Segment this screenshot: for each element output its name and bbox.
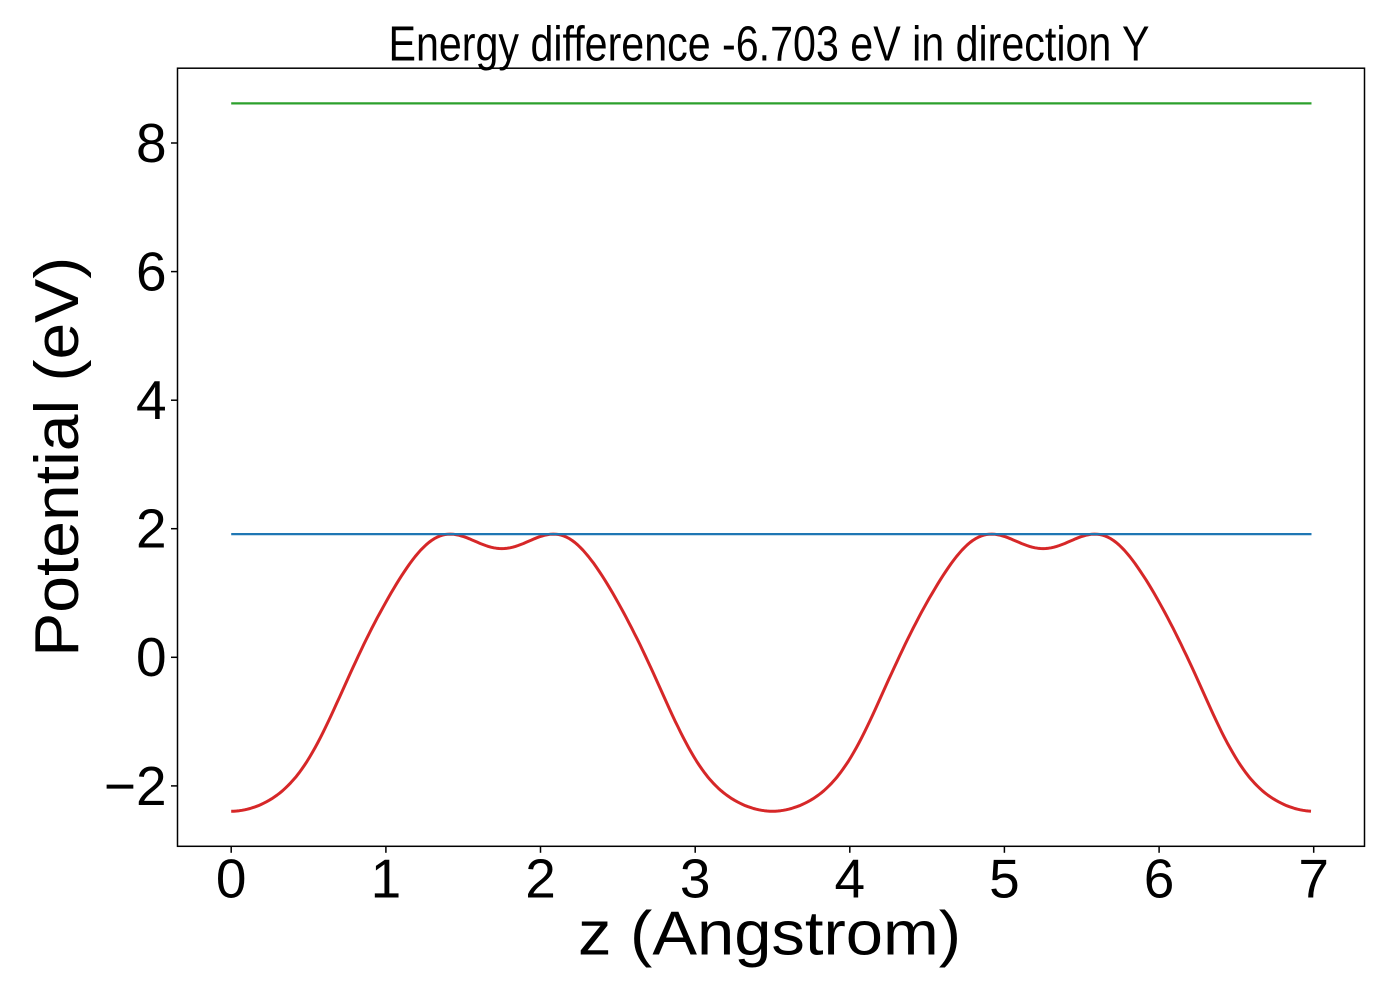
svg-text:2: 2: [525, 848, 556, 910]
svg-text:0: 0: [136, 626, 167, 688]
svg-text:4: 4: [136, 369, 167, 431]
svg-text:2: 2: [136, 498, 167, 560]
svg-text:5: 5: [989, 848, 1020, 910]
svg-text:7: 7: [1298, 848, 1329, 910]
svg-text:6: 6: [136, 241, 167, 303]
svg-text:4: 4: [835, 848, 866, 910]
svg-text:3: 3: [680, 848, 711, 910]
svg-text:6: 6: [1144, 848, 1175, 910]
svg-text:1: 1: [371, 848, 402, 910]
svg-text:0: 0: [216, 848, 247, 910]
svg-text:−2: −2: [104, 755, 167, 817]
svg-text:Potential (eV): Potential (eV): [23, 257, 92, 657]
svg-text:z (Angstrom): z (Angstrom): [578, 900, 961, 969]
svg-text:8: 8: [136, 112, 167, 174]
svg-text:Energy difference -6.703 eV in: Energy difference -6.703 eV in direction…: [389, 17, 1150, 71]
